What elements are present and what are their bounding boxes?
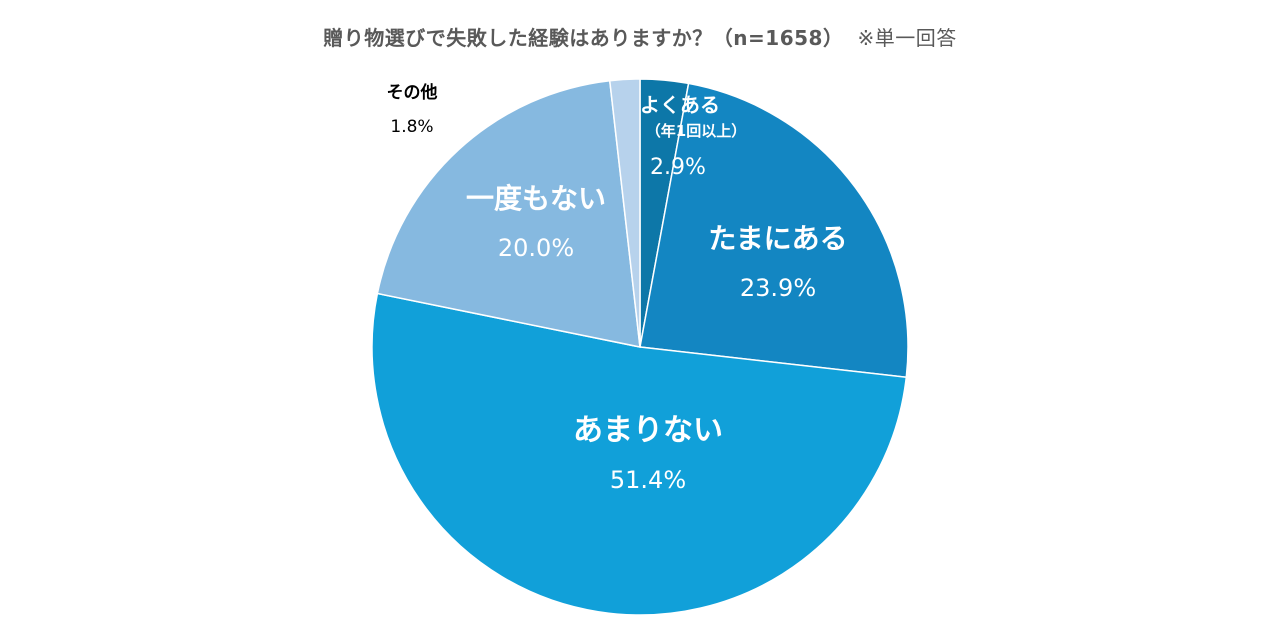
slice-label-4: 一度もない (466, 182, 606, 215)
chart-title: 贈り物選びで失敗した経験はありますか？（n=1658） ※単一回答 (0, 22, 1280, 51)
chart-title-text: 贈り物選びで失敗した経験はありますか？（n=1658） (323, 26, 844, 50)
slice-label-group-3: あまりない 51.4% (573, 413, 723, 494)
slice-label-2: たまにある (708, 222, 847, 255)
pie-slice-4 (376, 79, 641, 348)
slice-label-group-4: 一度もない 20.0% (466, 182, 606, 262)
slice-value-4: 20.0% (498, 234, 574, 262)
slice-label-3: あまりない (573, 413, 723, 448)
slice-label-5: その他 (387, 82, 438, 103)
slice-label-group-2: たまにある 23.9% (708, 222, 847, 302)
pie-slice-2 (639, 82, 909, 379)
slice-value-3: 51.4% (610, 466, 686, 494)
pie-slice-3 (371, 292, 908, 616)
chart-note: ※単一回答 (857, 26, 957, 50)
slice-value-5: 1.8% (390, 117, 433, 137)
slice-label-group-1: よくある （年1回以上） 2.9% (640, 93, 746, 180)
slice-sublabel-1: （年1回以上） (646, 122, 746, 140)
pie-slice-5 (608, 78, 641, 348)
slice-value-1: 2.9% (650, 155, 706, 180)
slice-label-group-5: その他 1.8% (387, 82, 438, 137)
slice-label-1: よくある (640, 93, 720, 117)
slice-value-2: 23.9% (740, 274, 816, 302)
